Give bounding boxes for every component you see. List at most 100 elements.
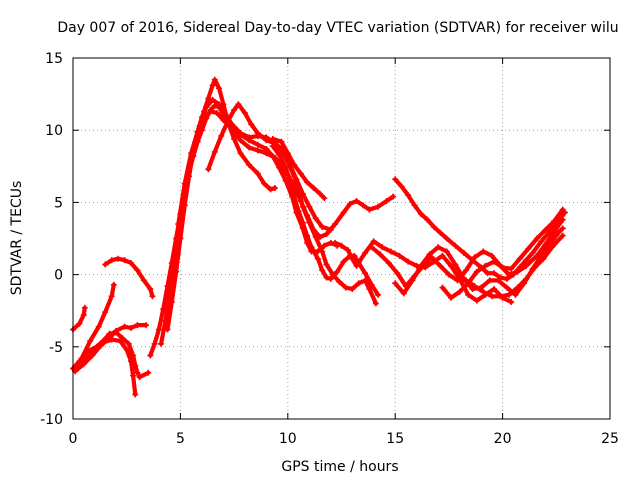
data-point [151,340,158,347]
data-point [439,284,446,291]
data-point [392,176,399,183]
satellite-track-5 [78,281,117,362]
data-point [516,264,523,271]
data-point [123,346,130,353]
data-point [147,286,154,293]
data-point [267,186,274,193]
data-point [108,257,115,264]
data-point [314,255,321,262]
data-point [110,281,117,288]
y-tick-label: 15 [45,51,63,67]
data-point [207,108,214,115]
data-point [323,274,330,281]
data-point [362,270,369,277]
y-tick-label: 0 [54,268,63,284]
data-point [304,179,311,186]
data-point [188,150,195,157]
data-point [396,252,403,259]
data-point [332,239,339,246]
data-point [76,320,83,327]
data-point [368,244,375,251]
data-point [263,145,270,152]
data-point [353,262,360,269]
data-point [132,391,139,398]
data-point [340,209,347,216]
grid [73,58,610,419]
data-point [456,288,463,295]
data-point [549,244,556,251]
y-tick-label: -5 [49,340,63,356]
data-point [173,268,180,275]
data-point [276,164,283,171]
data-point [291,193,298,200]
data-point [108,293,115,300]
data-point [194,128,201,135]
data-point [443,248,450,255]
data-point [308,244,315,251]
data-point [312,215,319,222]
data-point [546,228,553,235]
data-point [327,226,334,233]
data-point [127,260,134,267]
x-tick-label: 15 [386,431,404,447]
data-point [91,346,98,353]
data-point [368,281,375,288]
data-point [480,248,487,255]
data-point [130,352,137,359]
data-point [417,262,424,269]
data-point [383,197,390,204]
data-point [291,161,298,168]
data-point [102,261,109,268]
data-point [134,267,141,274]
data-point [463,277,470,284]
data-point [448,262,455,269]
data-point [540,255,547,262]
data-point [480,288,487,295]
data-point [205,95,212,102]
data-point [269,153,276,160]
axes: 0 5 10 15 20 25 -10 -5 0 5 10 15 [40,51,619,447]
data-point [254,170,261,177]
data-point [435,244,442,251]
data-point [121,323,128,330]
x-tick-label: 10 [279,431,297,447]
data-point [488,252,495,259]
series-line [206,102,378,306]
data-point [175,221,182,228]
data-point [340,258,347,265]
data-point [143,322,150,329]
x-tick-label: 25 [601,431,619,447]
data-point [463,267,470,274]
x-axis-label: GPS time / hours [281,459,398,475]
data-point [334,268,341,275]
data-point [385,260,392,267]
data-point [488,293,495,300]
data-point [306,219,313,226]
data-point [203,104,210,111]
data-point [130,372,137,379]
data-point [216,101,223,108]
x-tick-label: 0 [69,431,78,447]
data-point [319,267,326,274]
data-point [100,339,107,346]
data-point [405,192,412,199]
data-point [379,244,386,251]
data-point [201,114,208,121]
data-point [392,280,399,287]
data-point [323,231,330,238]
data-point [424,216,431,223]
data-point [439,252,446,259]
data-point [497,293,504,300]
satellite-track-15 [368,216,566,290]
data-point [473,268,480,275]
data-point [306,203,313,210]
data-point [452,261,459,268]
data-point [145,369,152,376]
data-point [344,247,351,254]
satellite-track-11 [205,101,379,307]
data-point [319,223,326,230]
satellite-track-4 [74,336,139,398]
data-point [231,135,238,142]
data-point [372,300,379,307]
data-point [158,340,165,347]
